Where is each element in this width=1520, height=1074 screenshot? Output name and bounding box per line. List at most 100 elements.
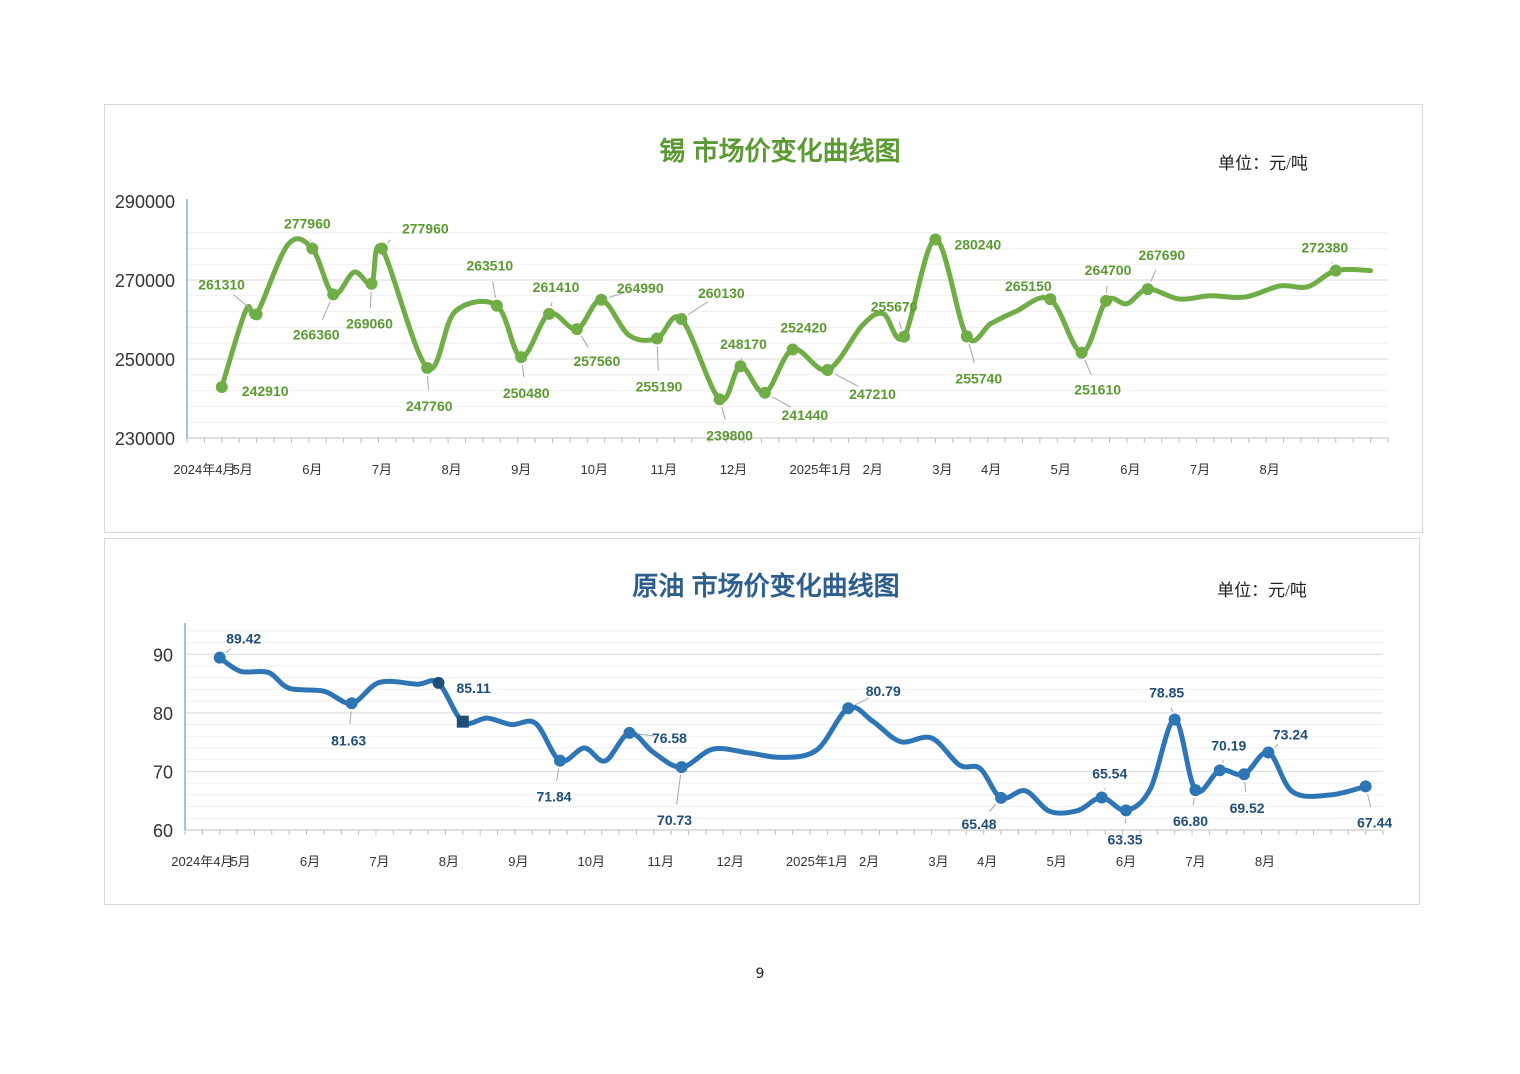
oil-data-labels: 89.42 81.63 85.11 71.84 76.58 70.73 80.79 65.48… <box>225 631 1392 847</box>
oil-unit-label: 单位：元/吨 <box>1217 581 1307 600</box>
label-leader-line <box>349 711 352 725</box>
x-tick-label: 8月 <box>439 854 459 869</box>
data-point <box>306 242 319 255</box>
data-point <box>1213 764 1226 777</box>
x-tick-label: 10月 <box>578 854 605 869</box>
data-point <box>1044 293 1057 306</box>
data-point <box>1189 784 1202 797</box>
label-leader-line <box>855 697 870 706</box>
data-point <box>1141 283 1154 296</box>
tin-data-labels: 242910 261310 277960 266360 269060 277960 2477… <box>198 216 1348 444</box>
x-tick-label: 12月 <box>720 462 747 477</box>
data-point <box>365 277 378 290</box>
data-point <box>734 360 747 373</box>
label-leader-line <box>656 346 659 371</box>
x-tick-label: 6月 <box>1116 854 1136 869</box>
x-tick-label: 7月 <box>372 462 392 477</box>
label-leader-line <box>1192 797 1195 806</box>
y-tick-label: 90 <box>153 645 173 665</box>
data-point <box>554 754 567 767</box>
data-label: 264990 <box>617 280 664 296</box>
x-tick-label: 5月 <box>1051 462 1071 477</box>
data-point <box>1095 791 1108 804</box>
x-tick-label: 2024年4月 <box>173 462 235 477</box>
data-point <box>421 361 434 374</box>
data-point <box>570 323 583 336</box>
data-point <box>543 307 556 320</box>
data-label: 78.85 <box>1149 685 1184 701</box>
data-point <box>898 330 911 343</box>
data-point <box>250 308 263 321</box>
x-tick-label: 6月 <box>1120 462 1140 477</box>
data-label: 277960 <box>284 216 331 232</box>
data-point <box>675 761 688 774</box>
label-leader-line <box>369 291 372 308</box>
data-label: 247760 <box>406 398 453 414</box>
data-label: 257560 <box>574 353 621 369</box>
y-tick-label: 70 <box>153 762 173 782</box>
x-tick-label: 2月 <box>859 854 879 869</box>
label-leader-line <box>1244 782 1247 793</box>
data-label: 255190 <box>636 378 683 394</box>
x-tick-label: 8月 <box>1260 462 1280 477</box>
data-label: 272380 <box>1301 240 1348 256</box>
data-label: 252420 <box>780 319 827 335</box>
x-tick-label: 6月 <box>302 462 322 477</box>
x-tick-label: 4月 <box>981 462 1001 477</box>
tin-unit-label: 单位：元/吨 <box>1218 154 1308 173</box>
label-leader-line <box>1041 293 1044 296</box>
x-tick-label: 9月 <box>511 462 531 477</box>
label-leader-line <box>556 768 560 781</box>
data-point <box>1238 768 1251 781</box>
data-point <box>786 343 799 356</box>
tin-price-chart: 锡 市场价变化曲线图 单位：元/吨 230000 250000 270000 290000… <box>115 136 1389 477</box>
data-label: 76.58 <box>652 730 687 746</box>
label-leader-line <box>676 775 682 805</box>
data-point-square <box>456 715 469 728</box>
data-point <box>623 726 636 739</box>
data-label: 89.42 <box>226 631 261 647</box>
data-label: 264700 <box>1085 262 1132 278</box>
data-point <box>960 330 973 343</box>
label-leader-line <box>492 281 496 298</box>
data-point <box>213 651 226 664</box>
label-leader-line <box>387 239 391 244</box>
x-tick-label: 6月 <box>300 854 320 869</box>
y-tick-label: 290000 <box>115 192 175 212</box>
x-tick-label: 2025年1月 <box>789 462 851 477</box>
data-label: 248170 <box>720 336 767 352</box>
label-leader-line <box>1331 261 1333 264</box>
data-label: 80.79 <box>866 683 901 699</box>
crude-oil-chart-panel: 原油 市场价变化曲线图 单位：元/吨 60 70 80 90 2024年4月 5月 6月 7月 8月… <box>104 538 1420 905</box>
data-label: 239800 <box>706 427 753 443</box>
data-label: 269060 <box>346 316 393 332</box>
label-leader-line <box>687 301 709 316</box>
x-tick-label: 11月 <box>651 462 678 477</box>
data-label: 280240 <box>954 237 1001 253</box>
data-point <box>929 233 942 246</box>
data-point <box>345 697 358 710</box>
label-leader-line <box>608 292 626 298</box>
label-leader-line <box>988 803 997 813</box>
tin-chart-title: 锡 市场价变化曲线图 <box>659 136 900 166</box>
data-point <box>995 791 1008 804</box>
x-tick-label: 9月 <box>508 854 528 869</box>
label-leader-line <box>521 364 525 378</box>
oil-gridlines <box>185 630 1383 831</box>
x-tick-label: 7月 <box>369 854 389 869</box>
x-tick-label: 3月 <box>928 854 948 869</box>
data-point <box>515 351 528 364</box>
data-label: 261410 <box>533 279 580 295</box>
label-leader-line <box>898 321 903 330</box>
data-label: 242910 <box>242 383 289 399</box>
data-label: 266360 <box>293 326 340 342</box>
label-leader-line <box>834 373 859 387</box>
data-point <box>1075 346 1088 359</box>
data-point <box>650 332 663 345</box>
page-number: 9 <box>755 966 765 982</box>
data-point <box>1100 294 1113 307</box>
x-tick-label: 5月 <box>233 462 253 477</box>
data-point <box>327 288 340 301</box>
x-tick-label: 2025年1月 <box>786 854 848 869</box>
